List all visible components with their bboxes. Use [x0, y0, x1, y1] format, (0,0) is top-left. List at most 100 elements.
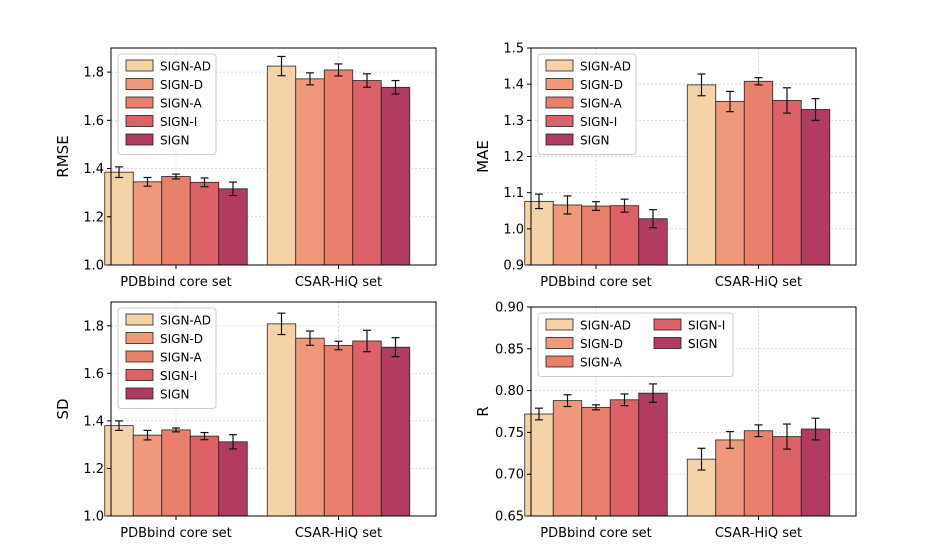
legend-item-sign-d: SIGN-D	[125, 332, 203, 346]
bar-sign-ad-csar	[266, 65, 297, 266]
bar-sign-a-csar	[743, 430, 774, 517]
legend-swatch	[125, 59, 154, 72]
bar-sign-pdbbind	[218, 441, 248, 517]
plot-frame	[110, 301, 437, 517]
legend-swatch	[545, 337, 574, 349]
legend-item-sign-ad: SIGN-AD	[545, 319, 631, 333]
x-tick-label: PDBbind core set	[120, 275, 231, 290]
plot-frame	[530, 306, 857, 517]
legend-item-sign: SIGN	[125, 387, 189, 402]
bar-sign-ad-pdbbind	[104, 425, 134, 517]
legend-item-sign-i: SIGN-I	[653, 319, 725, 333]
bar-sign-ad-pdbbind	[524, 413, 554, 517]
y-tick-label: 0.90	[495, 301, 524, 316]
chart-panel-3: 1.0 1.2 1.4 1.6 1.8 PDBbind core set CSAR-HiQ …	[54, 301, 437, 541]
y-tick-label: 1.8	[83, 66, 104, 81]
legend: SIGN-AD SIGN-D SIGN-A SIGN-I SIGN	[117, 307, 217, 409]
chart-panel-2: 0.9 1.0 1.1 1.2 1.3 1.4 1.5 PDBbind core set CSA…	[474, 42, 857, 290]
error-bar	[783, 87, 791, 114]
x-tick-label: PDBbind core set	[540, 526, 651, 541]
legend-item-sign-i: SIGN-I	[545, 115, 617, 129]
error-bar	[229, 434, 237, 450]
error-bar	[363, 329, 371, 353]
bar-sign-ad-csar	[686, 84, 717, 266]
x-tick-label: PDBbind core set	[120, 526, 231, 541]
legend-swatch	[125, 133, 154, 146]
y-tick-label: 1.1	[503, 186, 524, 201]
y-axis-label: RMSE	[54, 135, 72, 177]
bar-sign-d-csar	[295, 337, 325, 517]
legend-swatch	[125, 387, 154, 400]
error-bar	[726, 90, 734, 113]
y-tick-label: 1.8	[83, 319, 104, 334]
bar-sign-i-pdbbind	[189, 181, 220, 266]
error-bar	[115, 166, 123, 179]
legend-label: SIGN	[160, 388, 189, 402]
y-tick-label: 0.85	[495, 342, 524, 357]
legend-label: SIGN-A	[160, 97, 202, 111]
bar-sign-ad-pdbbind	[104, 171, 134, 266]
y-tick-label: 1.3	[503, 114, 524, 129]
legend-label: SIGN-I	[580, 115, 617, 129]
legend-label: SIGN-AD	[160, 60, 211, 74]
legend-swatch	[125, 350, 154, 363]
bar-sign-csar	[380, 86, 411, 266]
error-bar	[200, 431, 209, 441]
legend-label: SIGN	[688, 337, 717, 351]
y-tick-label: 0.70	[495, 468, 524, 483]
legend-swatch	[545, 59, 574, 72]
error-bar	[306, 72, 314, 86]
error-bar	[563, 394, 572, 408]
error-bar	[143, 429, 152, 441]
bar-sign-a-csar	[323, 69, 354, 266]
bar-sign-i-pdbbind	[189, 435, 220, 517]
y-tick-label: 1.0	[503, 222, 524, 237]
bar-sign-a-pdbbind	[581, 406, 611, 517]
y-tick-label: 1.6	[83, 114, 104, 129]
error-bar	[754, 77, 763, 86]
legend-item-sign-i: SIGN-I	[125, 115, 197, 129]
error-bar	[649, 209, 657, 229]
error-bar	[620, 198, 629, 213]
bar-sign-csar	[800, 109, 831, 266]
legend-swatch	[653, 337, 682, 349]
error-bar	[306, 330, 314, 346]
bar-sign-d-pdbbind	[132, 181, 163, 266]
legend-item-sign-d: SIGN-D	[125, 78, 203, 92]
error-bar	[592, 201, 600, 211]
y-tick-label: 1.2	[83, 462, 104, 477]
legend-label: SIGN	[580, 134, 609, 148]
error-bar	[334, 63, 343, 77]
legend-swatch	[125, 313, 154, 326]
legend: SIGN-AD SIGN-D SIGN-A SIGN-I SIGN	[537, 312, 734, 377]
error-bar	[563, 195, 572, 215]
y-axis-label: MAE	[474, 140, 492, 173]
error-bar	[200, 177, 209, 188]
error-bar	[697, 73, 706, 97]
legend-label: SIGN	[160, 134, 189, 148]
legend-swatch	[545, 355, 574, 368]
bar-sign-i-csar	[772, 100, 802, 266]
error-bar	[783, 423, 791, 450]
chart-panel-4: 0.65 0.70 0.75 0.80 0.85 0.90 PDBbind core set…	[474, 301, 857, 541]
error-bar	[811, 417, 820, 441]
error-bar	[592, 404, 600, 411]
bar-sign-a-pdbbind	[161, 176, 191, 266]
y-tick-label: 1.2	[83, 210, 104, 225]
legend-swatch	[125, 332, 154, 344]
y-tick-label: 1.6	[83, 367, 104, 382]
error-bar	[726, 430, 734, 449]
bar-sign-ad-csar	[266, 323, 297, 517]
y-tick-label: 1.0	[83, 510, 104, 525]
bar-sign-d-csar	[295, 78, 325, 266]
legend-swatch	[125, 96, 154, 109]
error-bar	[229, 181, 237, 197]
error-bar	[277, 312, 286, 336]
legend-item-sign-ad: SIGN-AD	[125, 59, 211, 74]
legend-item-sign-d: SIGN-D	[545, 78, 623, 92]
y-tick-label: 0.65	[495, 510, 524, 525]
legend-box	[537, 312, 734, 377]
chart-panel-1: 1.0 1.2 1.4 1.6 1.8 PDBbind core set CSAR-HiQ …	[54, 47, 437, 290]
error-bar	[143, 176, 152, 187]
